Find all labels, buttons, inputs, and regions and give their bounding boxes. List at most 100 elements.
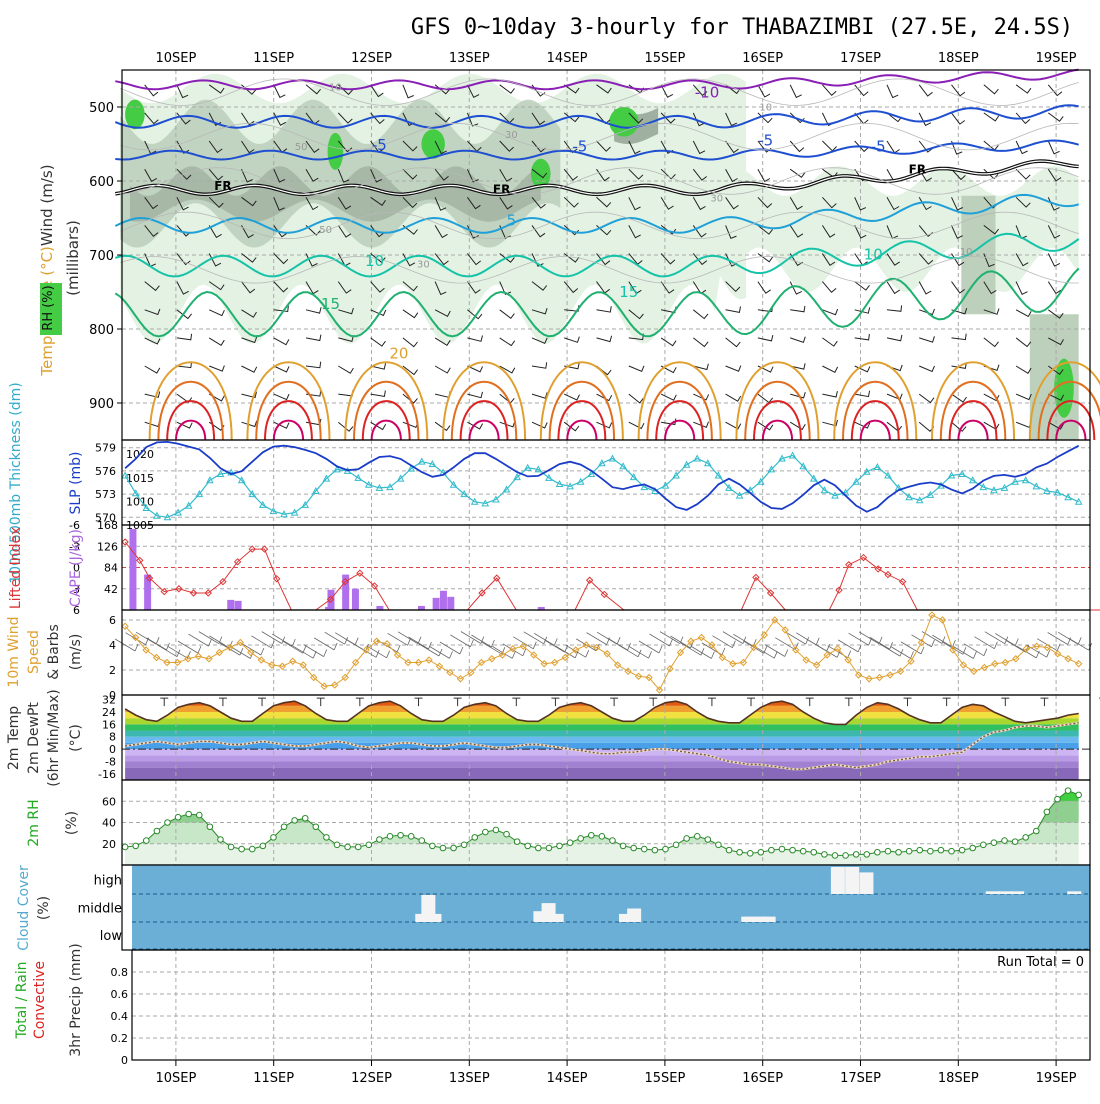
thickness-point-25: [386, 483, 394, 491]
wind-barb: [337, 281, 352, 294]
rh2m-point-50: [651, 846, 659, 854]
rh2m-point-1: [132, 842, 140, 850]
wind-barb: [854, 307, 871, 314]
label-temp2m-1: 2m Temp: [6, 706, 22, 770]
wind10-barb-5: [167, 645, 191, 659]
wind-barb: [757, 225, 773, 235]
wind-barb: [596, 421, 613, 429]
rh2m-point-37: [513, 838, 521, 845]
wind-barb: [273, 365, 290, 373]
rh2m-point-83: [1001, 837, 1008, 844]
contour-label-1: -5: [372, 136, 387, 154]
label-wind10-3: & Barbs: [46, 624, 62, 680]
wind10-barb-82: [974, 636, 998, 650]
gray-label-7: 10: [960, 247, 973, 258]
wind-barb: [628, 393, 644, 404]
contour-minus5a: [114, 104, 1079, 129]
li-point-10: [260, 545, 269, 553]
thickness-point-71: [873, 462, 882, 470]
gray-contour-3: [120, 211, 1079, 240]
wind-barb: [725, 112, 738, 127]
wind-barb: [499, 337, 516, 347]
wind-barb: [208, 309, 225, 317]
cape-panel: 42 84 126 168 -6 -3 0 3 6: [69, 519, 1100, 617]
wind-barb: [305, 140, 320, 153]
wind-barb: [338, 365, 354, 374]
wind10-barb-75: [900, 641, 925, 655]
wind-barb: [531, 337, 548, 344]
wind-barb: [434, 225, 448, 239]
date-label-bottom-3: 13SEP: [449, 1071, 490, 1086]
rh-green-blob-2: [421, 129, 445, 159]
wind10-barb-55: [691, 646, 715, 659]
wind-barb: [370, 337, 386, 347]
wind10-barb-80: [953, 646, 977, 659]
upper-ytick-label-4: 900: [89, 397, 114, 412]
li-point-5: [189, 589, 198, 597]
wind10-barb-40: [534, 633, 558, 646]
wind-barb: [628, 112, 644, 124]
temp-tick-1: -8: [105, 755, 116, 768]
label-lifted-index: Lifted Index: [8, 527, 24, 609]
li-point-35: [859, 553, 868, 562]
wind-barb: [176, 309, 192, 320]
rh2m-point-60: [757, 848, 765, 856]
rh2m-point-69: [852, 851, 860, 858]
wind-barb: [370, 309, 387, 317]
date-label-top-4: 14SEP: [547, 51, 588, 66]
rh-swatch: [40, 283, 62, 335]
thickness-point-82: [990, 486, 998, 494]
wind-barb: [402, 309, 419, 319]
rh2m-point-57: [725, 846, 733, 854]
thickness-point-48: [629, 473, 638, 481]
thickness-point-58: [735, 491, 744, 499]
wind-barb: [596, 140, 611, 152]
thickness-point-63: [788, 451, 797, 459]
rh2m-point-84: [1011, 838, 1019, 845]
wind10-point-69: [844, 656, 852, 664]
wind-barb: [144, 225, 159, 238]
wind10-barb-73: [879, 643, 904, 657]
rh2m-point-30: [439, 844, 447, 852]
wind-barb: [402, 253, 416, 267]
thickness-point-66: [820, 486, 829, 494]
warm-arch-9-0: [1028, 361, 1100, 441]
temp-whisker-8-0: [942, 697, 951, 707]
wind-barb: [854, 333, 870, 341]
li-point-30: [766, 589, 775, 597]
cloud-bar-5: [549, 913, 564, 922]
temp-whisker-7-1: [903, 697, 912, 707]
rh2m-point-5: [174, 813, 182, 821]
wind-barb: [208, 84, 225, 94]
temp-whisker-6-1: [805, 697, 814, 707]
wind10-barb-48: [617, 644, 642, 658]
temp2m-line: [124, 700, 1079, 726]
warm-arch-5-1: [646, 380, 713, 441]
wind-barb: [1048, 309, 1064, 319]
wind-barb: [725, 225, 737, 239]
thickness-point-27: [407, 464, 416, 472]
wind-barb: [273, 253, 289, 265]
label-cape: CAPE (J/kg): [68, 529, 84, 607]
wind-barb: [790, 363, 806, 370]
wind-barb: [370, 363, 387, 370]
wind-barb: [305, 361, 322, 369]
rh2m-point-51: [662, 845, 669, 853]
wind-barb: [757, 281, 771, 294]
wind10-point-61: [760, 631, 769, 639]
wind10-barb-8: [198, 631, 223, 644]
cape-bar-3: [342, 574, 350, 610]
wind-barb: [467, 421, 484, 430]
wind-barb: [951, 393, 967, 403]
wind10-barb-51: [649, 633, 673, 647]
temp-bands: [125, 701, 1079, 780]
rh2m-point-79: [958, 846, 966, 854]
cape-bar-9: [417, 605, 425, 610]
wind-barb: [305, 253, 318, 267]
wind-barb: [370, 168, 383, 183]
wind10-point-59: [739, 658, 748, 667]
wind-barb: [402, 196, 418, 209]
